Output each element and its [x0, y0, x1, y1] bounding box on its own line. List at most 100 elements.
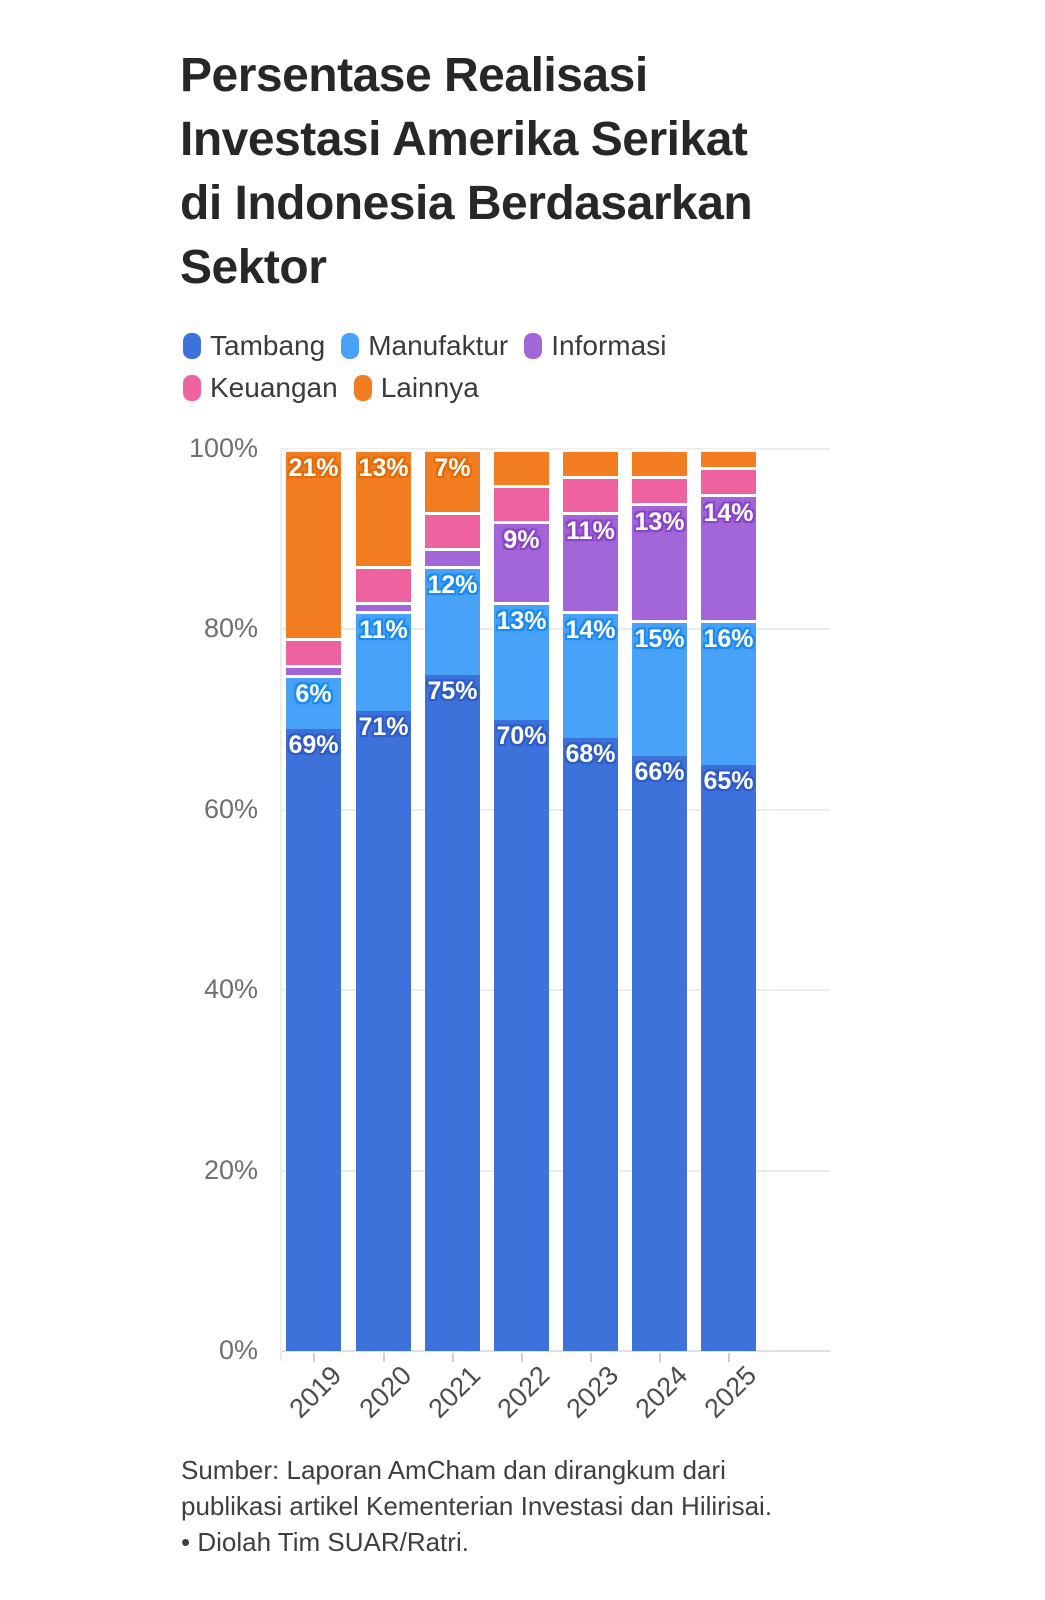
- segment-tambang-2024: 66%: [632, 755, 687, 1351]
- segment-tambang-2023: 68%: [563, 737, 618, 1351]
- page-title-line: Persentase Realisasi: [180, 49, 648, 102]
- segment-value-label: 11%: [359, 616, 408, 645]
- legend-label: Informasi: [551, 330, 667, 361]
- y-axis-tick-label: 60%: [203, 793, 258, 824]
- segment-keuangan-2025: [701, 467, 756, 495]
- x-axis-tick: [589, 1353, 592, 1362]
- legend-item-lainnya: Lainnya: [353, 372, 479, 404]
- segment-value-label: 13%: [358, 454, 409, 483]
- gridline: [280, 1350, 830, 1352]
- x-axis-tick: [658, 1353, 661, 1362]
- legend-label: Tambang: [210, 330, 326, 361]
- segment-keuangan-2019: [286, 638, 341, 666]
- segment-lainnya-2019: 21%: [286, 449, 341, 639]
- segment-value-label: 71%: [358, 712, 409, 741]
- segment-informasi-2023: 11%: [563, 512, 618, 612]
- segment-lainnya-2022: [494, 449, 549, 486]
- segment-manufaktur-2019: 6%: [286, 674, 341, 729]
- segment-tambang-2025: 65%: [701, 764, 756, 1351]
- source-note: Sumber: Laporan AmCham dan dirangkum dar…: [181, 1452, 901, 1560]
- segment-informasi-2021: [425, 548, 480, 567]
- x-axis-tick: [520, 1353, 523, 1362]
- bar-2024: 66% 15% 13%: [632, 449, 687, 1351]
- segment-value-label: 16%: [703, 625, 754, 654]
- segment-value-label: 11%: [566, 517, 615, 546]
- legend-dot-lainnya: [353, 375, 372, 401]
- y-axis-tick-label: 100%: [188, 433, 258, 463]
- segment-value-label: 70%: [496, 721, 547, 750]
- segment-manufaktur-2020: 11%: [356, 611, 411, 711]
- gridline: [280, 989, 830, 992]
- x-axis-tick: [382, 1353, 385, 1362]
- segment-value-label: 15%: [634, 625, 685, 654]
- y-axis-tick-label: 80%: [203, 613, 258, 644]
- legend-label: Manufaktur: [368, 330, 509, 361]
- segment-informasi-2020: [356, 602, 411, 612]
- gridline: [280, 1169, 830, 1172]
- chart-legend: Tambang Manufaktur Informasi Keuangan Lainny…: [183, 330, 783, 404]
- segment-value-label: 21%: [288, 454, 339, 483]
- gridline: [280, 448, 830, 450]
- segment-value-label: 66%: [634, 757, 685, 786]
- segment-value-label: 68%: [565, 739, 616, 768]
- y-axis-line: [280, 449, 282, 1361]
- bar-2021: 75% 12% 7%: [425, 449, 480, 1351]
- y-axis-tick-label: 40%: [203, 974, 258, 1005]
- legend-dot-informasi: [524, 333, 543, 359]
- page-title-line: di Indonesia Berdasarkan: [180, 177, 753, 230]
- bar-2022: 70% 13% 9%: [494, 449, 549, 1351]
- segment-lainnya-2023: [563, 449, 618, 477]
- segment-lainnya-2021: 7%: [425, 449, 480, 513]
- segment-value-label: 7%: [434, 454, 471, 483]
- segment-keuangan-2021: [425, 512, 480, 549]
- x-axis-tick: [451, 1353, 454, 1362]
- x-axis-tick: [312, 1353, 315, 1362]
- legend-dot-keuangan: [183, 375, 201, 401]
- legend-item-keuangan: Keuangan: [183, 372, 338, 404]
- segment-lainnya-2025: [701, 449, 756, 468]
- y-axis-tick-label: 0%: [218, 1335, 258, 1365]
- segment-manufaktur-2025: 16%: [701, 620, 756, 765]
- segment-informasi-2022: 9%: [494, 521, 549, 603]
- segment-tambang-2022: 70%: [494, 719, 549, 1351]
- legend-item-informasi: Informasi: [524, 330, 666, 362]
- segment-tambang-2021: 75%: [425, 674, 480, 1351]
- page-title-line: Investasi Amerika Serikat: [180, 113, 748, 166]
- segment-lainnya-2020: 13%: [356, 449, 411, 567]
- source-line: publikasi artikel Kementerian Investasi …: [181, 1491, 773, 1521]
- segment-lainnya-2024: [632, 449, 687, 477]
- bar-2020: 71% 11% 13%: [356, 449, 411, 1351]
- gridline: [280, 628, 830, 631]
- segment-tambang-2019: 69%: [286, 728, 341, 1351]
- segment-value-label: 69%: [288, 730, 339, 759]
- bar-2019: 69% 6% 21%: [286, 449, 341, 1351]
- legend-item-tambang: Tambang: [183, 330, 325, 362]
- segment-value-label: 14%: [565, 616, 616, 645]
- gridline: [280, 808, 830, 811]
- segment-value-label: 13%: [496, 607, 547, 636]
- source-line: Sumber: Laporan AmCham dan dirangkum dar…: [181, 1455, 726, 1485]
- page-title-line: Sektor: [180, 241, 327, 294]
- bar-2023: 68% 14% 11%: [563, 449, 618, 1351]
- segment-informasi-2019: [286, 665, 341, 675]
- page-title: Persentase Realisasi Investasi Amerika S…: [180, 44, 940, 300]
- segment-manufaktur-2021: 12%: [425, 566, 480, 675]
- bar-2025: 65% 16% 14%: [701, 449, 756, 1351]
- legend-dot-manufaktur: [341, 333, 360, 359]
- x-axis-tick: [727, 1353, 730, 1362]
- segment-value-label: 6%: [295, 679, 332, 708]
- segment-manufaktur-2023: 14%: [563, 611, 618, 738]
- legend-label: Lainnya: [380, 372, 479, 403]
- segment-value-label: 13%: [634, 508, 685, 537]
- segment-informasi-2025: 14%: [701, 494, 756, 621]
- segment-value-label: 12%: [427, 571, 478, 600]
- segment-value-label: 75%: [427, 676, 478, 705]
- segment-value-label: 9%: [503, 526, 540, 555]
- segment-tambang-2020: 71%: [356, 710, 411, 1351]
- source-line: • Diolah Tim SUAR/Ratri.: [181, 1527, 469, 1557]
- y-axis-tick-label: 20%: [203, 1154, 258, 1185]
- segment-keuangan-2020: [356, 566, 411, 603]
- legend-dot-tambang: [183, 333, 201, 359]
